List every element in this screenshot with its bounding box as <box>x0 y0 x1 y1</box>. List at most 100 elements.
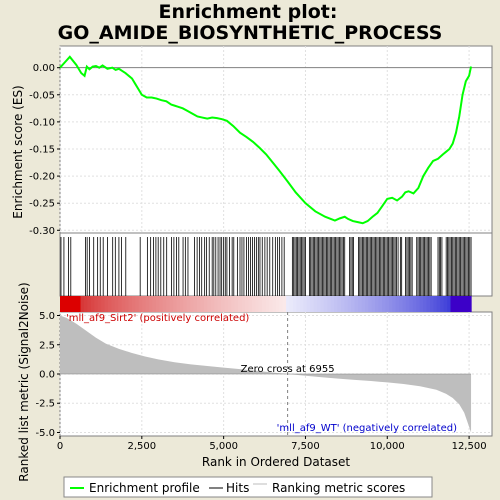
rank-color-cell <box>399 296 404 312</box>
rank-color-cell <box>224 296 229 312</box>
rank-color-cell <box>125 296 130 312</box>
rank-color-cell <box>310 296 315 312</box>
rank-color-cell <box>197 296 202 312</box>
legend-box <box>63 476 433 498</box>
rank-color-cell <box>303 296 308 312</box>
rank-color-cell <box>159 296 164 312</box>
rank-color-cell <box>286 296 291 312</box>
rank-color-cell <box>313 296 318 312</box>
rank-color-cell <box>402 296 407 312</box>
metric-y-tick-label: 5.0 <box>39 311 55 322</box>
rank-color-cell <box>289 296 294 312</box>
rank-color-cell <box>176 296 181 312</box>
rank-color-cell <box>251 296 256 312</box>
rank-color-cell <box>244 296 249 312</box>
es-y-tick-label: -0.30 <box>29 226 55 237</box>
rank-color-cell <box>296 296 301 312</box>
es-y-tick-label: -0.20 <box>29 172 55 183</box>
rank-color-cell <box>90 296 95 312</box>
rank-color-cell <box>173 296 178 312</box>
hits-panel <box>59 232 493 297</box>
rank-color-cell <box>77 296 82 312</box>
rank-color-cell <box>80 296 85 312</box>
rank-color-cell <box>272 296 277 312</box>
rank-color-cell <box>193 296 198 312</box>
rank-color-cell <box>405 296 410 312</box>
rank-color-cell <box>368 296 373 312</box>
rank-color-cell <box>364 296 369 312</box>
rank-color-cell <box>155 296 160 312</box>
rank-color-cell <box>114 296 119 312</box>
es-y-tick-label: -0.15 <box>29 144 55 155</box>
rank-color-cell <box>423 296 428 312</box>
rank-color-cell <box>186 296 191 312</box>
rank-color-cell <box>111 296 116 312</box>
rank-color-cell <box>207 296 212 312</box>
rank-color-cell <box>440 296 445 312</box>
rank-color-cell <box>83 296 89 312</box>
legend-label-hits: Hits <box>226 481 249 495</box>
rank-color-cell <box>279 296 284 312</box>
metric-y-tick-label: -5.0 <box>35 428 55 439</box>
rank-color-cell <box>388 296 393 312</box>
rank-color-cell <box>87 296 92 312</box>
positive-correlation-label: 'mll_af9_Sirt2' (positively correlated) <box>66 313 249 324</box>
negative-correlation-label: 'mll_af9_WT' (negatively correlated) <box>277 423 457 434</box>
rank-color-cell <box>73 296 78 312</box>
rank-color-cell <box>334 296 339 312</box>
rank-color-cell <box>231 296 236 312</box>
rank-color-cell <box>190 296 195 312</box>
rank-color-cell <box>227 296 232 312</box>
rank-color-cell <box>429 296 434 312</box>
rank-color-cell <box>70 296 75 312</box>
rank-color-cell <box>203 296 208 312</box>
enrichment-profile-polyline <box>59 55 473 225</box>
rank-color-bar <box>60 296 472 312</box>
enrichment-profile-line <box>59 55 473 225</box>
x-tick-label: 7,500 <box>291 441 320 452</box>
rank-color-cell <box>385 296 390 312</box>
rank-color-cell <box>63 296 68 312</box>
rank-color-cell <box>248 296 253 312</box>
rank-color-cell <box>183 296 188 312</box>
rank-color-cell <box>258 296 263 312</box>
rank-color-cell <box>138 296 143 312</box>
rank-color-cell <box>371 296 376 312</box>
rank-color-cell <box>299 296 304 312</box>
rank-color-cell <box>97 296 102 312</box>
rank-color-cell <box>142 296 147 312</box>
es-y-axis-label: Enrichment score (ES) <box>11 85 25 218</box>
es-panel <box>59 45 493 234</box>
metric-y-ticks: 5.0 2.5 0.0 -2.5 -5.0 <box>35 311 60 439</box>
rank-color-cell <box>412 296 417 312</box>
metric-y-tick-label: 0.0 <box>39 370 55 381</box>
x-tick-label: 10,000 <box>370 441 405 452</box>
rank-color-cell <box>409 296 414 312</box>
x-axis-label: Rank in Ordered Dataset <box>202 455 350 469</box>
rank-color-cell <box>234 296 239 312</box>
rank-color-cell <box>316 296 321 312</box>
rank-color-cell <box>214 296 219 312</box>
x-tick-label: 2,500 <box>127 441 156 452</box>
es-y-ticks: 0.00 -0.05 -0.10 -0.15 -0.20 -0.25 -0.30 <box>29 63 60 237</box>
es-y-tick-label: -0.10 <box>29 117 55 128</box>
rank-color-cell <box>306 296 311 312</box>
chart-title-line2: GO_AMIDE_BIOSYNTHETIC_PROCESS <box>58 22 443 44</box>
rank-color-cell <box>344 296 349 312</box>
rank-color-cell <box>323 296 328 312</box>
zero-cross-label: Zero cross at 6955 <box>241 364 335 375</box>
rank-color-cell <box>327 296 332 312</box>
rank-color-cell <box>238 296 243 312</box>
rank-color-cell <box>443 296 448 312</box>
rank-color-cell <box>169 296 174 312</box>
rank-color-cell <box>152 296 157 312</box>
x-tick-label: 0 <box>57 441 63 452</box>
rank-color-cell <box>255 296 260 312</box>
legend-label-metric: Ranking metric scores <box>272 481 405 495</box>
rank-color-cell <box>66 296 71 312</box>
rank-color-cell <box>121 296 126 312</box>
rank-color-cell <box>268 296 273 312</box>
rank-color-cell <box>320 296 325 312</box>
rank-color-cell <box>436 296 441 312</box>
